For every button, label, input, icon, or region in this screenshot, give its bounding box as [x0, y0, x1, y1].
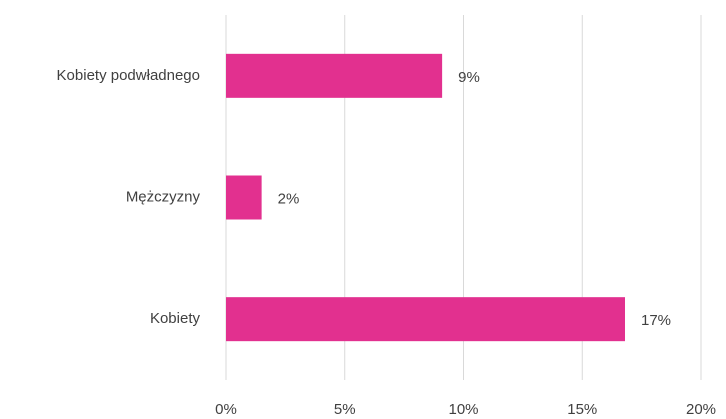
- x-tick-label: 10%: [448, 401, 478, 418]
- y-tick-label: Kobiety podwładnego: [57, 67, 200, 84]
- x-tick-label: 5%: [334, 401, 356, 418]
- data-label: 17%: [641, 312, 671, 329]
- y-tick-label: Kobiety: [150, 310, 201, 327]
- y-tick-label: Mężczyzny: [126, 188, 201, 205]
- data-label: 9%: [458, 69, 480, 86]
- x-tick-label: 0%: [215, 401, 237, 418]
- data-label: 2%: [278, 190, 300, 207]
- bar: [226, 53, 443, 98]
- x-tick-label: 15%: [567, 401, 597, 418]
- bar: [226, 175, 262, 220]
- bar: [226, 297, 625, 342]
- x-tick-label: 20%: [686, 401, 716, 418]
